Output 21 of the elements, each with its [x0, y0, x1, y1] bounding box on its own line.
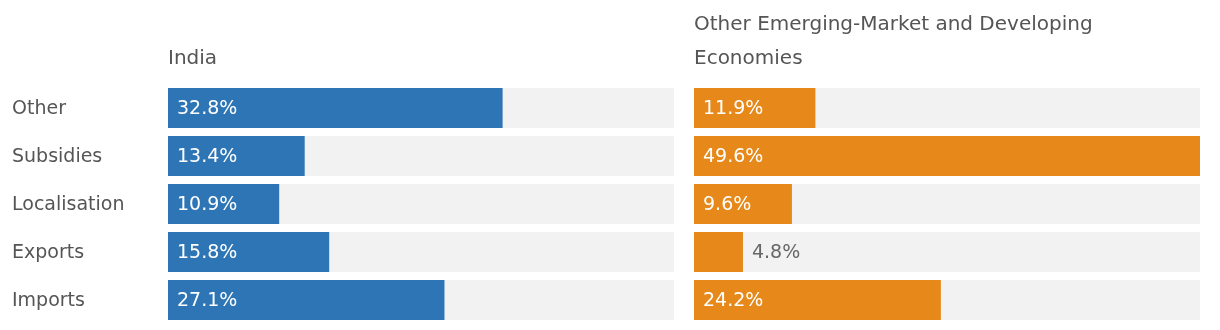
bar — [694, 232, 743, 272]
data-label: 9.6% — [703, 191, 752, 214]
y-tick-label: Other — [12, 95, 67, 118]
data-label: 49.6% — [703, 143, 764, 166]
data-label: 10.9% — [177, 191, 238, 214]
bar — [694, 88, 816, 128]
data-label: 27.1% — [177, 287, 238, 310]
y-tick-label: Localisation — [12, 191, 125, 214]
y-tick-label: Imports — [12, 287, 85, 310]
data-label: 15.8% — [177, 239, 238, 262]
chart-title: Other Emerging-Market and Developing Economies — [694, 10, 1094, 71]
data-label: 4.8% — [751, 239, 801, 262]
data-label: 32.8% — [177, 95, 238, 118]
y-tick-label: Subsidies — [12, 143, 103, 166]
y-tick-label: Exports — [12, 239, 85, 262]
data-label: 11.9% — [703, 95, 764, 118]
data-label: 13.4% — [177, 143, 238, 166]
bar — [168, 184, 280, 224]
data-label: 24.2% — [703, 287, 764, 310]
chart-title: India — [168, 44, 219, 71]
bar — [694, 184, 792, 224]
